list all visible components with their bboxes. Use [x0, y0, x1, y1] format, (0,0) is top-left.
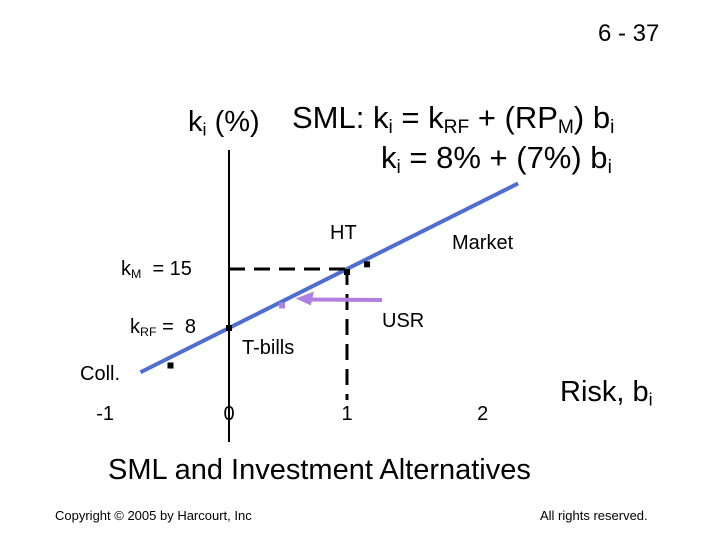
point-usr: [279, 302, 286, 309]
km-sub: M: [131, 267, 142, 282]
sml-line: [139, 181, 519, 375]
sml-equation-line2: ki = 8% + (7%) bi: [381, 140, 612, 179]
krf-sub: RF: [140, 325, 157, 340]
slide-subtitle: SML and Investment Alternatives: [108, 454, 531, 486]
krf-value: = 8: [156, 316, 197, 338]
eq1-sub-4: i: [610, 116, 615, 138]
km-k: k: [121, 258, 131, 280]
label-coll: Coll.: [80, 363, 120, 385]
point-ht: [364, 261, 371, 268]
eq2-sub-2: i: [607, 156, 612, 178]
eq1-sub-2: RF: [443, 116, 470, 138]
krf-label: kRF = 8: [130, 316, 196, 339]
eq1-sub-1: i: [388, 116, 393, 138]
eq2-part-a: k: [381, 140, 397, 175]
point-tbills: [226, 325, 232, 331]
label-tbills: T-bills: [242, 337, 294, 359]
x-tick-label: 0: [223, 403, 234, 425]
label-usr: USR: [382, 310, 424, 332]
eq2-part-b: = 8% + (7%) b: [400, 140, 608, 175]
eq1-sub-3: M: [557, 116, 574, 138]
eq2-sub-1: i: [396, 156, 401, 178]
y-axis-sub: i: [202, 119, 207, 140]
label-ht: HT: [330, 222, 357, 244]
km-label: kM = 15: [121, 258, 192, 281]
eq1-part-a: SML: k: [292, 100, 389, 135]
y-axis-unit: (%): [214, 106, 260, 138]
sml-equation-line1: SML: ki = kRF + (RPM) bi: [292, 100, 614, 139]
eq1-part-d: ) b: [573, 100, 611, 135]
eq1-part-c: + (RP: [469, 100, 558, 135]
x-axis-text: Risk, b: [560, 376, 649, 408]
label-market: Market: [452, 232, 514, 254]
krf-k: k: [130, 316, 140, 338]
x-tick-label: 2: [477, 403, 488, 425]
rights-text: All rights reserved.: [540, 508, 648, 523]
point-market: [344, 268, 350, 275]
eq1-part-b: = k: [392, 100, 444, 135]
usr-arrow-head: [295, 291, 314, 306]
slide-number: 6 - 37: [598, 20, 660, 47]
x-tick-label: -1: [96, 403, 114, 425]
km-value: = 15: [141, 258, 192, 280]
x-axis-sub: i: [648, 389, 653, 410]
y-axis-k: k: [188, 106, 203, 138]
copyright-text: Copyright © 2005 by Harcourt, Inc: [55, 508, 252, 523]
y-axis-label: ki (%): [188, 106, 260, 140]
x-tick-label: 1: [341, 403, 352, 425]
x-axis-label: Risk, bi: [560, 376, 653, 410]
point-coll: [167, 362, 174, 369]
